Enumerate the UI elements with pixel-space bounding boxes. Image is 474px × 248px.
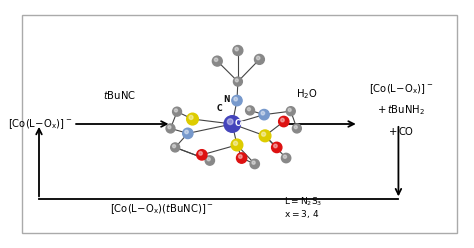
Text: Co: Co xyxy=(234,120,245,128)
Ellipse shape xyxy=(197,150,207,160)
Ellipse shape xyxy=(283,155,287,158)
Ellipse shape xyxy=(281,118,284,122)
Ellipse shape xyxy=(256,56,260,60)
Ellipse shape xyxy=(166,124,175,133)
Ellipse shape xyxy=(182,128,193,139)
Ellipse shape xyxy=(233,77,242,86)
Ellipse shape xyxy=(173,107,182,116)
Ellipse shape xyxy=(207,157,210,161)
Ellipse shape xyxy=(189,115,193,120)
Ellipse shape xyxy=(228,119,233,124)
Ellipse shape xyxy=(235,79,238,82)
Ellipse shape xyxy=(252,161,255,164)
Ellipse shape xyxy=(246,106,255,115)
Ellipse shape xyxy=(272,142,282,153)
Ellipse shape xyxy=(224,116,240,132)
Ellipse shape xyxy=(255,54,264,64)
Ellipse shape xyxy=(282,153,291,163)
Ellipse shape xyxy=(174,109,177,112)
Text: $\mathregular{x = 3,\,4}$: $\mathregular{x = 3,\,4}$ xyxy=(284,208,319,220)
Text: C: C xyxy=(216,104,222,113)
Ellipse shape xyxy=(231,139,243,151)
Ellipse shape xyxy=(234,97,237,101)
Ellipse shape xyxy=(294,125,297,129)
Ellipse shape xyxy=(273,144,277,148)
Ellipse shape xyxy=(286,107,295,116)
Ellipse shape xyxy=(259,130,271,142)
Ellipse shape xyxy=(185,130,188,134)
Ellipse shape xyxy=(214,58,218,62)
Ellipse shape xyxy=(250,159,259,169)
Ellipse shape xyxy=(235,47,238,51)
Ellipse shape xyxy=(238,155,242,158)
Text: $\mathregular{[Co(L\!-\!O_x)(}$$\it{t}$$\mathregular{BuNC)]^-}$: $\mathregular{[Co(L\!-\!O_x)(}$$\it{t}$$… xyxy=(110,202,214,216)
Ellipse shape xyxy=(187,113,198,125)
Ellipse shape xyxy=(262,132,265,136)
Ellipse shape xyxy=(173,145,176,148)
Ellipse shape xyxy=(261,111,264,115)
Text: $\mathregular{L = N_2S_3}$: $\mathregular{L = N_2S_3}$ xyxy=(284,195,322,208)
Ellipse shape xyxy=(212,56,222,66)
Ellipse shape xyxy=(168,125,171,129)
Text: $\mathregular{H_2O}$: $\mathregular{H_2O}$ xyxy=(296,87,318,101)
Text: $+\,\it{t}\mathregular{BuNH_2}$: $+\,\it{t}\mathregular{BuNH_2}$ xyxy=(377,103,425,117)
Ellipse shape xyxy=(247,108,251,111)
Ellipse shape xyxy=(233,46,243,56)
Ellipse shape xyxy=(205,156,214,165)
Text: $\mathregular{[Co(L\!-\!O_x)]^-}$: $\mathregular{[Co(L\!-\!O_x)]^-}$ xyxy=(8,117,73,131)
Text: $\mathregular{[Co(L\!-\!O_x)]^-}$: $\mathregular{[Co(L\!-\!O_x)]^-}$ xyxy=(369,83,433,96)
Ellipse shape xyxy=(288,108,291,112)
Ellipse shape xyxy=(171,143,180,152)
Ellipse shape xyxy=(279,116,289,127)
Ellipse shape xyxy=(199,152,202,155)
Ellipse shape xyxy=(292,124,301,133)
Text: $\mathregular{+\,CO}$: $\mathregular{+\,CO}$ xyxy=(388,125,414,137)
Ellipse shape xyxy=(234,141,237,145)
Text: $\it{t}$BuNC: $\it{t}$BuNC xyxy=(103,89,137,101)
Ellipse shape xyxy=(259,109,269,120)
Ellipse shape xyxy=(237,153,247,163)
Text: N: N xyxy=(223,95,230,104)
Ellipse shape xyxy=(232,95,242,106)
